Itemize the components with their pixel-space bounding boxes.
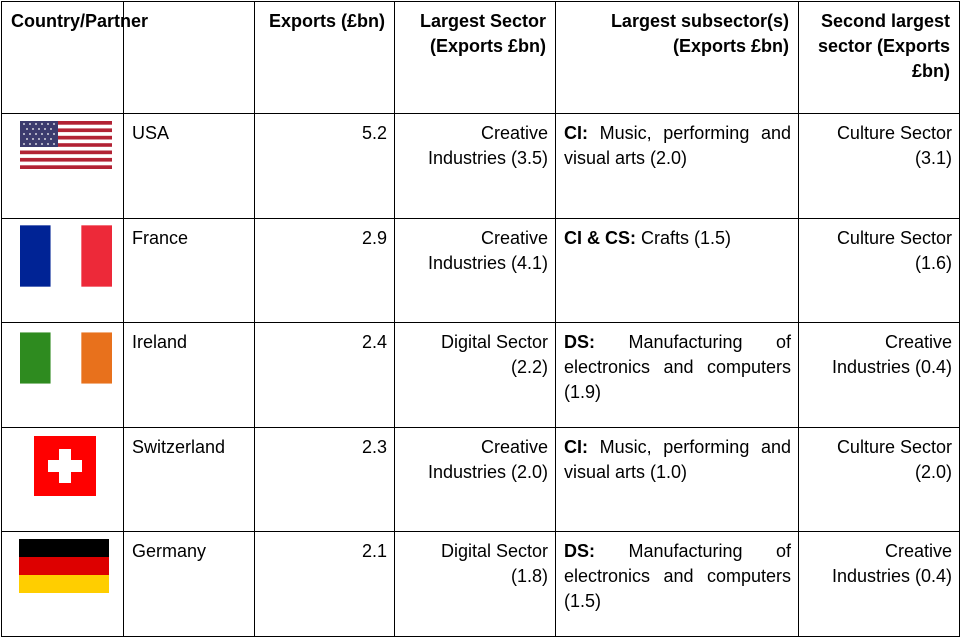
second-sector: Culture Sector (3.1)	[798, 113, 960, 219]
subsector-tag: DS:	[564, 541, 595, 561]
flag-cell	[1, 217, 124, 323]
header-largest-subsector: Largest subsector(s) (Exports £bn)	[555, 1, 799, 114]
second-sector: Culture Sector (1.6)	[798, 217, 960, 323]
subsector-tag: CI:	[564, 123, 588, 143]
germany-flag-icon	[19, 539, 109, 593]
subsector-text: Manufacturing of electronics and compute…	[564, 541, 791, 611]
header-second-sector: Second largest sector (Exports £bn)	[798, 1, 960, 114]
header-exports: Exports (£bn)	[254, 1, 395, 114]
subsector-text: Music, performing and visual arts (1.0)	[564, 436, 791, 482]
table-row: Germany 2.1 Digital Sector (1.8) DS: Man…	[1, 531, 960, 637]
ireland-flag-icon	[20, 332, 112, 384]
france-flag-icon	[20, 224, 112, 287]
largest-subsector: CI & CS: Crafts (1.5)	[555, 217, 799, 323]
subsector-text: Music, performing and visual arts (2.0)	[564, 123, 791, 168]
country-name: USA	[123, 113, 255, 219]
country-name: Switzerland	[123, 426, 255, 532]
largest-sector: Creative Industries (2.0)	[394, 426, 556, 532]
header-blank	[123, 1, 255, 114]
exports-value: 2.1	[254, 531, 395, 637]
exports-value: 5.2	[254, 113, 395, 219]
subsector-text: Crafts (1.5)	[636, 227, 732, 248]
country-name: Ireland	[123, 322, 255, 428]
second-sector: Creative Industries (0.4)	[798, 531, 960, 637]
flag-cell	[1, 322, 124, 428]
country-name: Germany	[123, 531, 255, 637]
exports-value: 2.9	[254, 217, 395, 323]
largest-sector: Creative Industries (3.5)	[394, 113, 556, 219]
largest-sector: Digital Sector (1.8)	[394, 531, 556, 637]
table-row: France 2.9 Creative Industries (4.1) CI …	[1, 217, 960, 323]
subsector-tag: CI & CS:	[564, 227, 636, 248]
table-row: USA 5.2 Creative Industries (3.5) CI: Mu…	[1, 113, 960, 219]
exports-value: 2.4	[254, 322, 395, 428]
usa-flag-icon	[20, 121, 112, 169]
largest-subsector: CI: Music, performing and visual arts (1…	[555, 426, 799, 532]
header-country: Country/Partner	[1, 1, 148, 114]
header-row: Country/Partner Exports (£bn) Largest Se…	[1, 1, 960, 114]
country-name: France	[123, 217, 255, 323]
second-sector: Creative Industries (0.4)	[798, 322, 960, 428]
table-row: Switzerland 2.3 Creative Industries (2.0…	[1, 426, 960, 532]
flag-cell	[1, 113, 124, 219]
subsector-tag: DS:	[564, 332, 595, 352]
flag-cell	[1, 531, 124, 637]
largest-subsector: DS: Manufacturing of electronics and com…	[555, 531, 799, 637]
switzerland-flag-icon	[34, 435, 96, 496]
flag-cell	[1, 426, 124, 532]
second-sector: Culture Sector (2.0)	[798, 426, 960, 532]
largest-subsector: DS: Manufacturing of electronics and com…	[555, 322, 799, 428]
subsector-text: Manufacturing of electronics and compute…	[564, 332, 791, 402]
header-largest-sector: Largest Sector (Exports £bn)	[394, 1, 556, 114]
table-row: Ireland 2.4 Digital Sector (2.2) DS: Man…	[1, 322, 960, 428]
exports-value: 2.3	[254, 426, 395, 532]
subsector-tag: CI:	[564, 436, 588, 457]
largest-sector: Digital Sector (2.2)	[394, 322, 556, 428]
largest-sector: Creative Industries (4.1)	[394, 217, 556, 323]
largest-subsector: CI: Music, performing and visual arts (2…	[555, 113, 799, 219]
